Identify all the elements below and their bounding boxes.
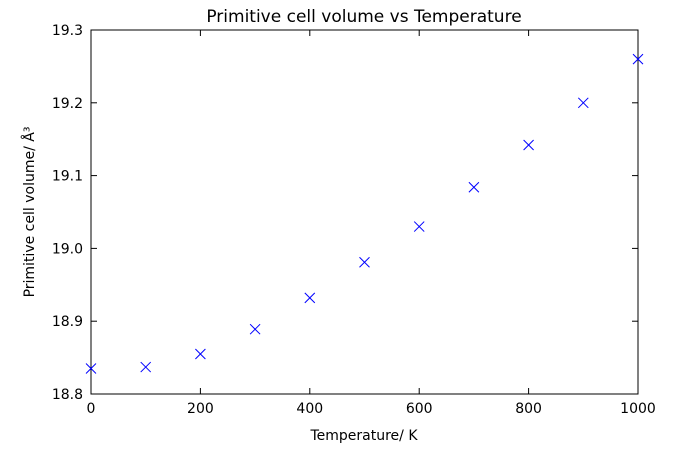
data-point-marker bbox=[413, 221, 425, 232]
data-point-marker bbox=[85, 363, 97, 374]
y-tick-label: 18.8 bbox=[52, 387, 83, 403]
x-tick-label: 400 bbox=[296, 401, 323, 417]
y-tick-label: 19.3 bbox=[52, 23, 83, 39]
x-tick-labels: 0 200 400 600 800 1000 bbox=[87, 401, 656, 417]
data-point-marker bbox=[140, 361, 152, 373]
y-tick-label: 19.0 bbox=[52, 241, 83, 257]
x-tick-label: 200 bbox=[187, 401, 214, 417]
x-tick-label: 1000 bbox=[620, 401, 656, 417]
x-tick-label: 800 bbox=[515, 401, 542, 417]
chart-title: Primitive cell volume vs Temperature bbox=[206, 7, 521, 27]
plot-frame bbox=[90, 29, 639, 395]
data-point-marker bbox=[468, 181, 480, 193]
data-points bbox=[85, 53, 644, 374]
data-point-marker bbox=[359, 256, 370, 268]
x-axis-label: Temperature/ K bbox=[309, 428, 418, 444]
data-point-marker bbox=[195, 348, 206, 360]
y-tick-label: 19.2 bbox=[52, 96, 83, 112]
x-tick-label: 0 bbox=[87, 401, 96, 417]
x-tick-label: 600 bbox=[406, 401, 433, 417]
y-tick-label: 19.1 bbox=[52, 169, 83, 185]
y-axis-label: Primitive cell volume/ Å³ bbox=[21, 127, 38, 298]
axis-ticks bbox=[90, 29, 639, 395]
data-point-marker bbox=[632, 53, 644, 65]
data-point-marker bbox=[523, 139, 534, 151]
data-point-marker bbox=[249, 323, 261, 335]
y-tick-label: 18.9 bbox=[52, 314, 83, 330]
data-point-marker bbox=[577, 97, 589, 109]
y-tick-labels: 18.8 18.9 19.0 19.1 19.2 19.3 bbox=[52, 23, 83, 403]
plot-area bbox=[85, 29, 644, 395]
data-point-marker bbox=[304, 292, 316, 304]
